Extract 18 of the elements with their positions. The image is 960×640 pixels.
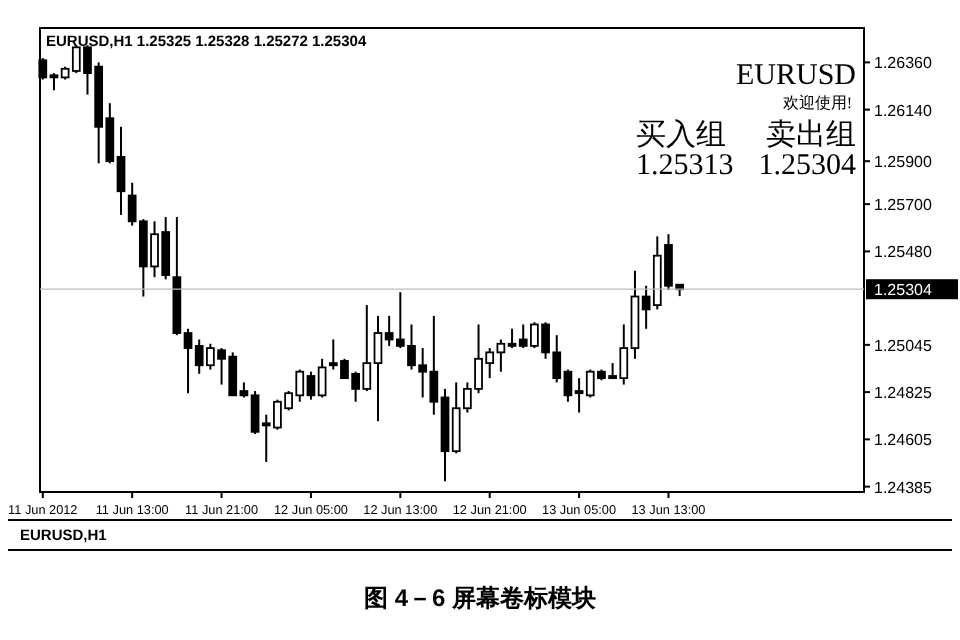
- annotation: 卖出组: [766, 120, 856, 152]
- annotation: 欢迎使用!: [782, 94, 852, 112]
- annotation: 图 4－6 屏幕卷标模块: [364, 584, 596, 612]
- y-tick-label: 1.24605: [874, 431, 933, 450]
- ref-line: 1.25304: [39, 279, 958, 300]
- y-tick-label: 1.25900: [874, 153, 933, 172]
- y-tick-label: 1.24385: [874, 478, 933, 497]
- y-tick-label: 1.25480: [874, 243, 933, 262]
- y-tick-label: 1.25700: [874, 196, 933, 215]
- annotation: 买入组: [636, 120, 726, 152]
- annotation: 1.25304: [758, 150, 856, 182]
- y-tick-label: 1.24825: [874, 384, 933, 403]
- ref-line-label: 1.25304: [874, 281, 933, 300]
- annotation: EURUSD: [736, 60, 856, 92]
- y-tick-label: 1.25045: [874, 336, 933, 355]
- annotation: 1.25313: [636, 150, 734, 182]
- y-tick-label: 1.26360: [874, 54, 933, 73]
- y-tick-label: 1.26140: [874, 101, 933, 120]
